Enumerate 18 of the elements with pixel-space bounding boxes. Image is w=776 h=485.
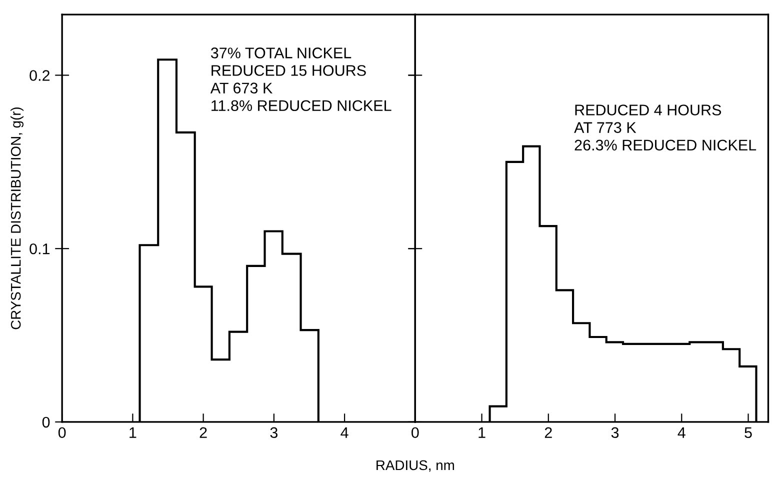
x-tick-label: 4 bbox=[340, 427, 348, 438]
annotation: 37% TOTAL NICKEL REDUCED 15 HOURS AT 673 K 11.8% REDUCED NICKEL bbox=[210, 48, 392, 112]
y-tick-label: 0.2 bbox=[30, 70, 50, 81]
x-tick-label: 1 bbox=[478, 427, 486, 438]
annotation: REDUCED 4 HOURS AT 773 K 26.3% REDUCED NICKEL bbox=[574, 104, 756, 151]
x-tick-label: 2 bbox=[200, 427, 207, 438]
x-tick-label: 5 bbox=[744, 427, 752, 438]
y-axis-title: CRYSTALLITE DISTRIBUTION, g(r) bbox=[10, 107, 24, 330]
x-axis-title: RADIUS, nm bbox=[376, 460, 454, 472]
x-tick-label: 3 bbox=[611, 427, 619, 438]
y-tick-label: 0.1 bbox=[30, 243, 50, 254]
x-tick-label: 1 bbox=[130, 427, 136, 438]
y-tick-label: 0 bbox=[42, 416, 50, 428]
x-tick-label: 4 bbox=[678, 427, 686, 438]
x-tick-label: 2 bbox=[544, 427, 552, 438]
x-tick-label: 0 bbox=[58, 427, 66, 438]
x-tick-label: 3 bbox=[270, 427, 278, 438]
x-tick-label: 0 bbox=[412, 427, 419, 438]
